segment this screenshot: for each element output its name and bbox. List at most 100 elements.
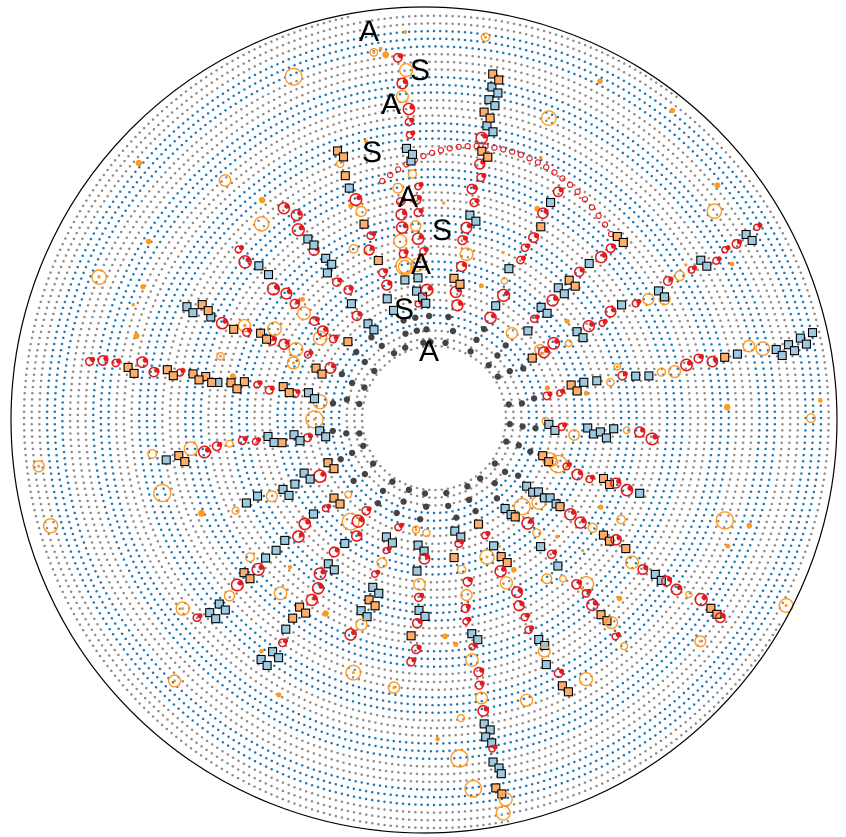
ring-dot [617, 227, 620, 231]
ring-dot [319, 195, 322, 198]
ring-dot [605, 489, 608, 492]
ring-dot [412, 138, 416, 141]
ring-dot [550, 410, 554, 414]
ring-dot [478, 582, 482, 585]
ring-dot [440, 214, 444, 217]
ring-dot [417, 595, 420, 599]
ring-dot [268, 571, 271, 574]
ring-dot [420, 510, 423, 514]
ring-dot [524, 210, 527, 214]
ring-dot [583, 633, 587, 636]
ring-dot [532, 392, 535, 395]
ring-dot [177, 392, 181, 395]
ring-dot [671, 302, 674, 306]
ring-dot [566, 410, 569, 414]
ring-dot [562, 646, 566, 649]
ring-dot [264, 244, 268, 247]
ring-dot [518, 276, 521, 280]
ring-dot [389, 677, 393, 680]
ring-dot [509, 484, 513, 488]
ring-dot [452, 485, 456, 489]
ring-dot [529, 611, 533, 615]
ring-dot [629, 367, 632, 371]
ring-dot [648, 349, 651, 353]
ring-dot [451, 161, 454, 164]
ring-dot [386, 582, 390, 585]
ring-dot [650, 281, 654, 284]
ring-dot [182, 331, 186, 335]
ring-dot [670, 453, 674, 457]
ring-dot [483, 212, 486, 216]
ring-dot [456, 687, 459, 690]
ring-dot [286, 245, 289, 248]
ring-dot [282, 499, 285, 503]
ring-dot [253, 404, 257, 407]
ring-dot [369, 497, 372, 501]
ring-dot [380, 236, 384, 240]
ring-dot [206, 281, 209, 284]
ring-dot [478, 590, 482, 593]
ring-dot [192, 398, 195, 401]
ring-dot [185, 391, 188, 395]
ring-dot [465, 640, 468, 643]
ring-dot [398, 600, 402, 604]
ring-dot [607, 533, 610, 537]
ring-dot [164, 340, 167, 343]
ring-dot [596, 593, 599, 597]
ring-dot [371, 298, 374, 301]
ring-dot [234, 346, 237, 350]
ring-dot [576, 536, 580, 540]
ring-dot [457, 161, 460, 165]
ring-dot [608, 614, 611, 617]
ring-dot [417, 237, 420, 241]
ring-dot [479, 362, 483, 365]
ring-dot [363, 565, 367, 569]
ring-dot [271, 477, 275, 480]
ring-dot [336, 363, 339, 366]
ring-dot [231, 298, 235, 301]
ring-dot [320, 307, 323, 311]
ring-dot [424, 696, 428, 699]
ring-dot [344, 607, 347, 610]
ring-dot [581, 410, 584, 414]
ring-dot [610, 392, 614, 395]
ring-dot [408, 508, 411, 512]
ring-dot [359, 555, 363, 558]
ring-dot [432, 183, 436, 186]
ring-dot [681, 308, 685, 311]
ring-dot [309, 568, 313, 571]
ring-dot [338, 237, 342, 240]
ring-dot [334, 386, 338, 389]
ring-dot [557, 368, 560, 371]
ring-dot [238, 545, 241, 549]
ring-dot [574, 561, 577, 565]
ring-dot [479, 541, 483, 545]
ring-dot [359, 278, 363, 281]
ring-dot [412, 695, 416, 698]
ring-dot [698, 502, 702, 505]
ring-dot [353, 469, 357, 473]
ring-dot [283, 413, 287, 417]
ring-dot [561, 583, 564, 586]
ring-dot [521, 506, 524, 509]
ring-dot [153, 413, 156, 417]
ring-dot [412, 145, 416, 149]
ring-dot [665, 355, 669, 358]
ring-dot [470, 337, 473, 341]
ring-dot [434, 329, 437, 332]
ring-dot [712, 416, 715, 420]
ring-dot [719, 429, 723, 432]
ring-dot [389, 646, 393, 649]
ring-dot [583, 181, 587, 185]
ring-dot [262, 441, 266, 444]
ring-dot [319, 575, 323, 579]
ring-dot [513, 291, 516, 295]
ring-dot [527, 410, 531, 414]
ring-dot [594, 295, 598, 298]
ring-dot [596, 404, 599, 407]
ring-dot [611, 398, 614, 401]
ring-dot [176, 528, 180, 531]
ring-dot [292, 202, 295, 205]
ring-dot [299, 407, 303, 410]
ring-dot [645, 513, 648, 516]
